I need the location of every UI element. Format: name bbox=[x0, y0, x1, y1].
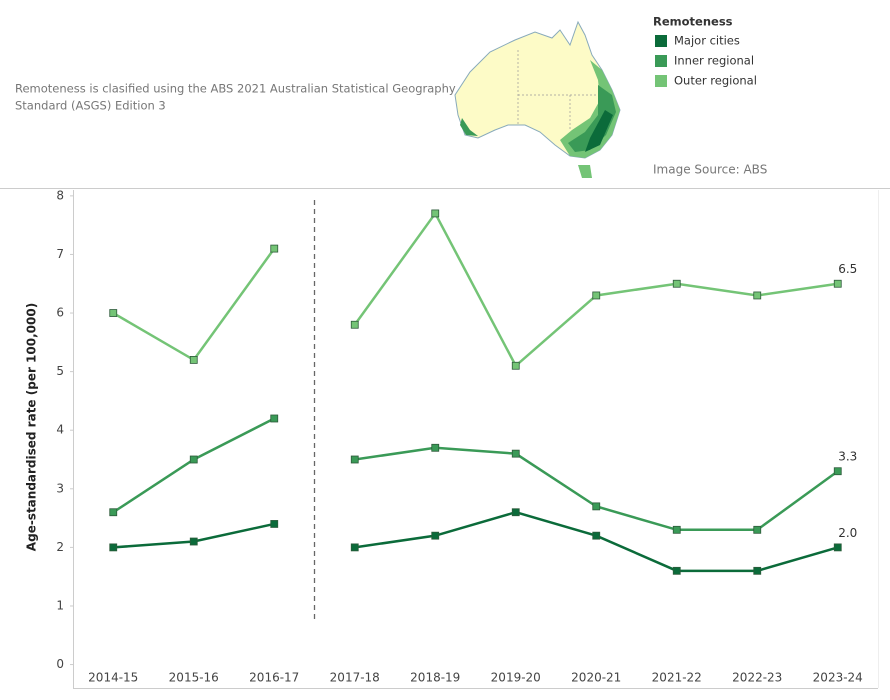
x-tick-label: 2018-19 bbox=[410, 671, 460, 685]
point-marker bbox=[753, 525, 762, 534]
value-label: 6.5 bbox=[838, 262, 857, 276]
series-line bbox=[112, 247, 276, 362]
point-marker bbox=[109, 309, 118, 317]
point-marker bbox=[350, 320, 359, 329]
x-tick-label: 2015-16 bbox=[169, 671, 219, 685]
series-line bbox=[354, 510, 839, 573]
x-tick-label: 2019-20 bbox=[491, 671, 541, 685]
point-marker bbox=[672, 566, 681, 575]
point-marker bbox=[753, 566, 762, 575]
y-tick-label: 4 bbox=[56, 423, 64, 437]
legend-swatch bbox=[655, 35, 667, 47]
point-marker bbox=[833, 543, 842, 552]
point-marker bbox=[833, 279, 842, 288]
australia-map bbox=[454, 20, 621, 178]
x-tick-label: 2016-17 bbox=[249, 671, 299, 685]
x-tick-label: 2022-23 bbox=[732, 671, 782, 685]
y-tick-label: 5 bbox=[56, 364, 64, 378]
point-marker bbox=[431, 209, 440, 218]
point-marker bbox=[270, 414, 279, 423]
y-tick-label: 3 bbox=[56, 481, 64, 495]
x-tick-label: 2023-24 bbox=[813, 671, 863, 685]
legend-label: Inner regional bbox=[674, 54, 754, 68]
point-marker bbox=[833, 467, 842, 476]
point-marker bbox=[431, 443, 440, 452]
x-tick-label: 2014-15 bbox=[88, 671, 138, 685]
value-label: 3.3 bbox=[838, 450, 857, 464]
point-marker bbox=[270, 520, 279, 528]
series-line bbox=[112, 417, 275, 514]
point-marker bbox=[270, 244, 279, 253]
x-tick-label: 2020-21 bbox=[571, 671, 621, 685]
value-label: 2.0 bbox=[838, 526, 857, 540]
series-line bbox=[354, 446, 839, 532]
point-marker bbox=[511, 449, 520, 458]
y-axis-title: Age-standardised rate (per 100,000) bbox=[25, 303, 39, 551]
y-tick-label: 1 bbox=[56, 598, 64, 612]
point-marker bbox=[592, 502, 601, 511]
y-tick-label: 2 bbox=[56, 540, 64, 554]
series-line bbox=[353, 211, 838, 368]
x-tick-label: 2017-18 bbox=[330, 671, 380, 685]
note-line-2: Standard (ASGS) Edition 3 bbox=[15, 99, 166, 113]
point-marker bbox=[189, 356, 198, 364]
y-tick-label: 6 bbox=[56, 306, 64, 320]
point-marker bbox=[189, 537, 198, 546]
point-marker bbox=[189, 455, 198, 464]
y-tick-label: 7 bbox=[56, 247, 64, 261]
point-marker bbox=[592, 531, 601, 540]
legend-label: Outer regional bbox=[674, 74, 757, 88]
point-marker bbox=[109, 543, 118, 552]
point-marker bbox=[109, 508, 118, 517]
y-tick-label: 8 bbox=[56, 188, 64, 202]
point-marker bbox=[431, 531, 440, 540]
y-tick-label: 0 bbox=[56, 657, 64, 671]
point-marker bbox=[672, 279, 681, 288]
legend-swatch bbox=[655, 55, 667, 67]
legend-swatch bbox=[655, 75, 667, 87]
image-source: Image Source: ABS bbox=[653, 163, 767, 177]
point-marker bbox=[511, 361, 520, 370]
x-tick-label: 2021-22 bbox=[652, 671, 702, 685]
legend-label: Major cities bbox=[674, 34, 740, 48]
point-marker bbox=[753, 291, 762, 300]
point-marker bbox=[672, 525, 681, 534]
note-line-1: Remoteness is clasified using the ABS 20… bbox=[15, 82, 456, 96]
point-marker bbox=[511, 508, 520, 517]
point-marker bbox=[592, 291, 601, 300]
point-marker bbox=[350, 455, 359, 464]
legend-title: Remoteness bbox=[653, 15, 733, 29]
point-marker bbox=[350, 543, 359, 552]
